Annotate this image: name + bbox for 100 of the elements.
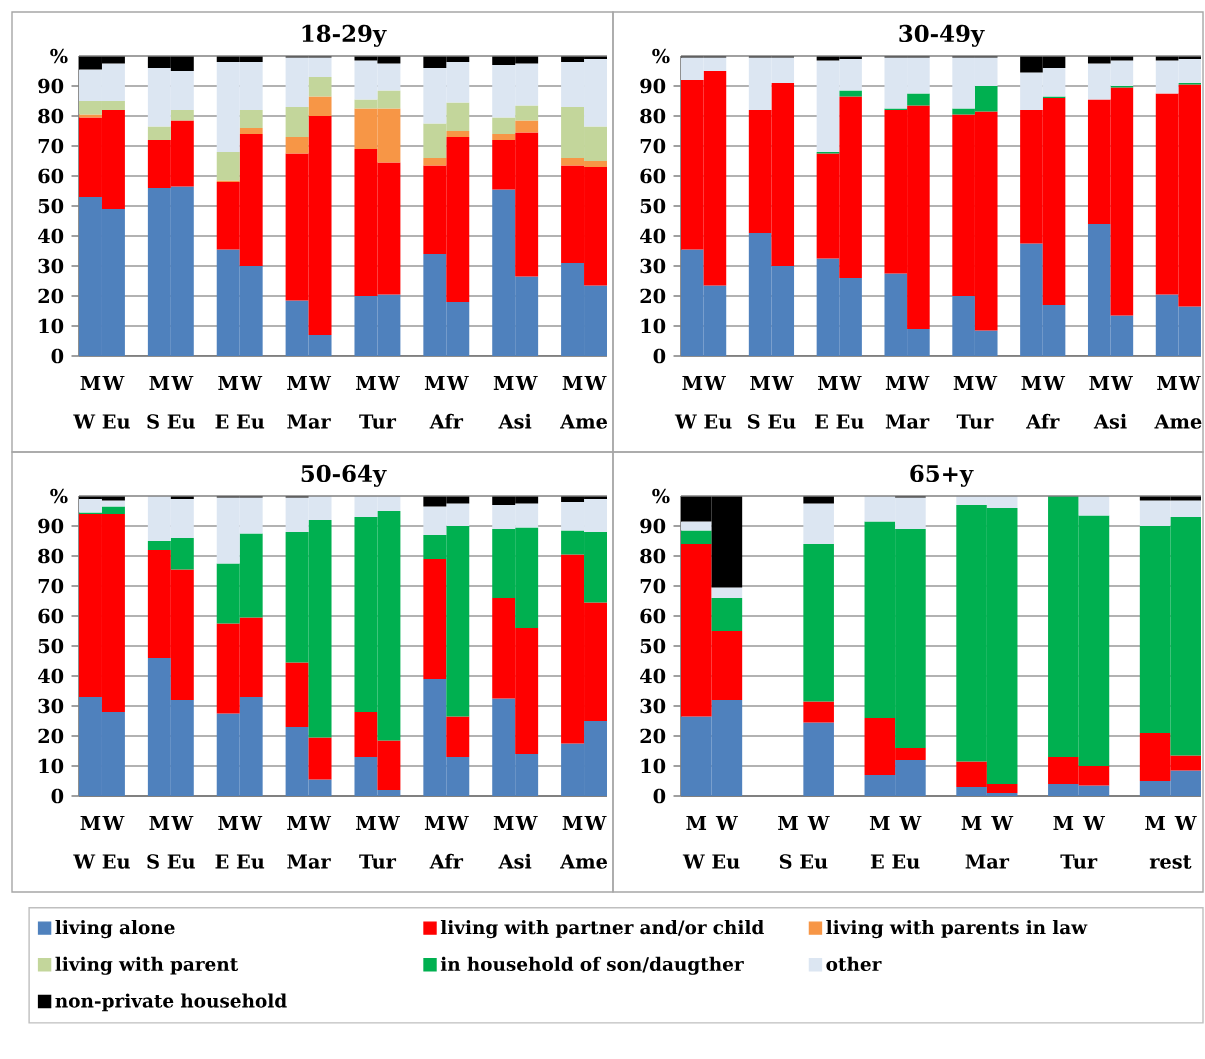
- x-tick-label: M: [287, 815, 307, 830]
- chart-title: 50-64y: [301, 464, 387, 487]
- text: Asi: [498, 413, 532, 429]
- x-tick-label: W: [1110, 375, 1133, 390]
- y-tick-label: 40: [640, 228, 666, 244]
- y-tick-label: 80: [640, 108, 666, 124]
- text: Mar: [965, 854, 1010, 869]
- y-tick-label: 60: [38, 168, 64, 184]
- x-tick-label: M: [750, 375, 770, 390]
- y-axis-title: %: [652, 48, 670, 64]
- y-tick-label: 90: [640, 518, 666, 534]
- text: Asi: [1093, 413, 1127, 429]
- y-tick-label: 70: [38, 578, 64, 594]
- x-tick-label: M: [149, 815, 170, 830]
- x-tick-label: M: [356, 375, 376, 390]
- x-tick-label: M: [1145, 815, 1165, 830]
- x-tick-label: W: [1082, 815, 1105, 830]
- y-tick-label: 20: [640, 728, 666, 744]
- legend-label: other: [826, 956, 882, 971]
- y-tick-label: 10: [641, 318, 666, 334]
- x-tick-label: M: [885, 375, 906, 390]
- text: S Eu: [147, 854, 195, 869]
- x-tick-label: M: [218, 815, 238, 830]
- y-tick-label: 90: [38, 518, 64, 534]
- x-tick-label: W: [377, 815, 400, 830]
- text: Mar: [287, 854, 331, 869]
- y-tick-label: 50: [38, 638, 64, 654]
- x-tick-label: M: [218, 375, 238, 390]
- text: Tur: [956, 414, 994, 429]
- text: W Eu: [73, 854, 130, 869]
- x-tick-label: M: [287, 375, 307, 390]
- text: Ame: [1154, 414, 1202, 429]
- x-tick-label: M: [1089, 375, 1110, 390]
- y-axis-title: %: [50, 488, 68, 504]
- x-tick-label: W: [771, 375, 794, 390]
- x-tick-label: M: [562, 375, 583, 390]
- y-tick-label: 0: [653, 348, 666, 364]
- text: S Eu: [747, 414, 796, 429]
- text: E Eu: [870, 854, 920, 869]
- text: Ame: [560, 414, 608, 429]
- y-tick-label: 0: [51, 348, 64, 364]
- y-tick-label: 60: [38, 608, 64, 624]
- y-tick-label: 0: [653, 788, 666, 804]
- y-tick-label: 70: [640, 578, 666, 594]
- legend-label: living with parent: [55, 956, 239, 975]
- y-tick-label: 30: [38, 698, 64, 714]
- y-tick-label: 80: [640, 548, 666, 564]
- x-tick-label: W: [309, 375, 332, 390]
- y-tick-label: 80: [38, 548, 64, 564]
- x-tick-label: M: [424, 815, 445, 830]
- text: W Eu: [73, 414, 130, 429]
- x-tick-label: M: [778, 815, 798, 830]
- y-tick-label: 50: [640, 198, 666, 214]
- x-tick-label: M: [1157, 375, 1177, 390]
- x-tick-label: W: [515, 815, 538, 830]
- x-tick-label: M: [869, 815, 890, 830]
- text: Tur: [359, 414, 397, 429]
- x-tick-label: M: [562, 815, 583, 830]
- y-tick-label: 90: [38, 78, 64, 94]
- text: S Eu: [147, 414, 195, 429]
- x-tick-label: M: [818, 375, 838, 390]
- y-tick-label: 10: [39, 758, 64, 774]
- legend-label: non-private household: [55, 993, 287, 1012]
- text: Afr: [1026, 413, 1060, 429]
- y-axis-title: %: [50, 48, 68, 64]
- y-tick-label: 10: [641, 758, 666, 774]
- x-tick-label: M: [356, 815, 376, 830]
- y-tick-label: 60: [640, 608, 666, 624]
- x-tick-label: M: [961, 815, 982, 830]
- x-tick-label: W: [907, 375, 930, 390]
- y-tick-label: 50: [38, 198, 64, 214]
- x-tick-label: W: [102, 375, 125, 390]
- y-tick-label: 70: [38, 138, 64, 154]
- x-tick-label: W: [584, 815, 607, 830]
- x-tick-label: M: [493, 375, 514, 390]
- x-tick-label: M: [424, 375, 445, 390]
- chart-title: 30-49y: [899, 24, 985, 47]
- legend-label: living with parents in law: [826, 920, 1088, 939]
- x-tick-label: W: [515, 375, 538, 390]
- text: Mar: [885, 414, 930, 429]
- chart-title: 65+y: [910, 464, 974, 487]
- x-tick-label: W: [839, 375, 862, 390]
- y-tick-label: 10: [39, 318, 64, 334]
- x-tick-label: W: [240, 375, 263, 390]
- x-tick-label: W: [1174, 815, 1197, 830]
- text: Asi: [498, 853, 532, 869]
- x-tick-label: W: [309, 815, 332, 830]
- text: W Eu: [674, 414, 732, 429]
- text: W Eu: [682, 854, 740, 869]
- x-tick-label: W: [446, 375, 469, 390]
- y-tick-label: 80: [38, 108, 64, 124]
- text: Tur: [1060, 854, 1098, 869]
- y-tick-label: 70: [640, 138, 666, 154]
- y-tick-label: 50: [640, 638, 666, 654]
- legend-label: living alone: [55, 920, 175, 939]
- y-tick-label: 30: [38, 258, 64, 274]
- x-tick-label: M: [493, 815, 514, 830]
- y-tick-label: 90: [640, 78, 666, 94]
- y-tick-label: 40: [640, 668, 666, 684]
- y-tick-label: 20: [38, 288, 64, 304]
